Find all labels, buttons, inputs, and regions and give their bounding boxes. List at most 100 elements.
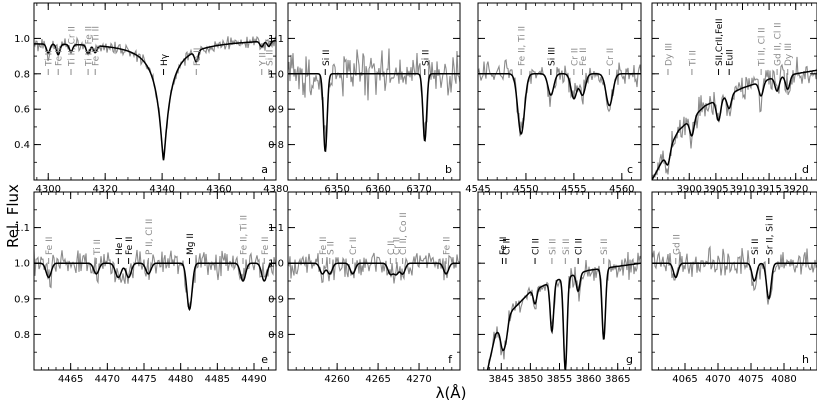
panel-letter-a: a: [261, 163, 268, 176]
line-label-c: Fe II: [579, 48, 589, 66]
x-tick-label-a: 4360: [206, 184, 231, 195]
x-tick-label-h: 4070: [705, 374, 730, 385]
x-tick-label-a: 4300: [36, 184, 61, 195]
line-label-b: Si II: [421, 50, 431, 66]
panel-letter-f: f: [448, 353, 453, 366]
y-tick-label-f: 0.9: [268, 294, 284, 305]
panel-frame-b: [287, 2, 461, 181]
x-tick-label-d: 3920: [783, 184, 808, 195]
model-spectrum-f: [288, 262, 460, 276]
model-spectrum-b: [288, 73, 460, 153]
x-tick-label-d: 3905: [703, 184, 728, 195]
line-label-g: Cl II: [532, 238, 542, 255]
line-label-f: Fe II: [443, 237, 453, 255]
y-tick-label-a: 1.0: [14, 34, 30, 45]
observed-spectrum-c: [478, 59, 641, 137]
x-tick-label-g: 3855: [547, 374, 572, 385]
line-label-c: Si III: [547, 47, 557, 66]
x-tick-label-h: 4080: [771, 374, 796, 385]
x-tick-label-c: 4555: [561, 184, 586, 195]
x-tick-label-e: 4485: [205, 374, 230, 385]
line-label-e: Fe II: [261, 237, 271, 255]
line-label-a: Si II: [265, 50, 275, 66]
line-label-f: Cl II, Co II: [399, 212, 409, 255]
panel-b: 6350 6360 6370 0.8 0.9 1.0 1.1 Si II Si II b: [268, 2, 461, 195]
x-tick-label-c: 4550: [513, 184, 538, 195]
x-tick-label-e: 4465: [58, 374, 83, 385]
model-spectrum-e: [34, 262, 276, 312]
line-label-h: Gd II: [672, 234, 682, 255]
observed-spectrum-g: [487, 251, 641, 370]
x-tick-label-a: 4340: [149, 184, 174, 195]
line-label-d: EuII: [726, 49, 736, 66]
line-label-e: He I: [115, 237, 125, 255]
panel-letter-h: h: [802, 353, 809, 366]
line-label-g: Cl II: [502, 238, 512, 255]
y-tick-label-a: 0.6: [14, 105, 30, 116]
line-label-f: Cr II: [393, 237, 403, 255]
line-label-f: S II: [326, 241, 336, 255]
observed-spectrum-e: [34, 249, 276, 310]
panel-letter-g: g: [626, 353, 633, 366]
x-tick-label-b: 6350: [324, 184, 349, 195]
line-label-c: Cr II: [570, 48, 580, 66]
x-tick-label-a: 4380: [263, 184, 288, 195]
line-label-e: Fe II, Ti II: [240, 215, 250, 255]
panel-letter-b: b: [445, 163, 452, 176]
line-label-c: Cr II: [606, 48, 616, 66]
x-tick-label-d: 3910: [730, 184, 755, 195]
line-label-b: Si II: [322, 50, 332, 66]
x-tick-label-g: 3865: [605, 374, 630, 385]
panel-letter-c: c: [627, 163, 633, 176]
panel-letter-e: e: [261, 353, 268, 366]
panel-letter-d: d: [802, 163, 809, 176]
line-label-f: C II: [387, 241, 397, 255]
line-label-f: Fe II: [319, 237, 329, 255]
line-label-a: Ti II, Cr II: [68, 26, 78, 67]
line-label-f: Cr II: [349, 237, 359, 255]
line-label-e: Ti II: [93, 239, 103, 256]
line-label-a: Hγ: [160, 53, 170, 66]
x-tick-label-d: 3900: [677, 184, 702, 195]
line-label-d: Dy III: [664, 43, 674, 66]
line-label-g: Si II: [548, 239, 558, 255]
x-tick-label-c: 4545: [465, 184, 490, 195]
x-axis-label: λ(Å): [436, 383, 467, 402]
line-label-a: Y II: [258, 52, 268, 67]
x-tick-label-e: 4480: [168, 374, 193, 385]
y-tick-label-e: 1.1: [14, 223, 30, 234]
panel-frame-f: [287, 191, 461, 371]
x-tick-label-e: 4490: [241, 374, 266, 385]
line-label-g: Si II: [600, 239, 610, 255]
x-tick-label-a: 4320: [92, 184, 117, 195]
x-tick-label-d: 3915: [756, 184, 781, 195]
x-tick-label-f: 4260: [324, 374, 349, 385]
x-tick-label-c: 4560: [609, 184, 634, 195]
y-tick-label-a: 0.4: [14, 140, 30, 151]
line-label-a: Ti II, Fe II: [85, 26, 95, 67]
line-label-a: Fe II: [193, 48, 203, 66]
model-spectrum-h: [652, 262, 817, 300]
y-tick-label-b: 0.9: [268, 105, 284, 116]
observed-spectrum-f: [288, 252, 460, 284]
line-label-e: Fe II: [45, 237, 55, 255]
line-label-d: SII,CrII,FeII: [715, 18, 725, 66]
x-tick-label-b: 6370: [406, 184, 431, 195]
model-spectrum-d: [652, 69, 817, 180]
line-label-d: Ti II: [688, 50, 698, 67]
x-tick-label-b: 6360: [365, 184, 390, 195]
panel-frame-c: [477, 2, 642, 181]
x-tick-label-h: 4065: [672, 374, 697, 385]
x-tick-label-h: 4075: [738, 374, 763, 385]
model-spectrum-g: [486, 262, 641, 370]
line-label-a: Fe II, Ti II: [92, 26, 102, 66]
x-tick-label-g: 3845: [489, 374, 514, 385]
panel-frame-h: [651, 191, 817, 371]
line-label-a: Fe II: [55, 48, 65, 66]
observed-spectrum-b: [288, 48, 460, 144]
y-tick-label-a: 0.8: [14, 69, 30, 80]
